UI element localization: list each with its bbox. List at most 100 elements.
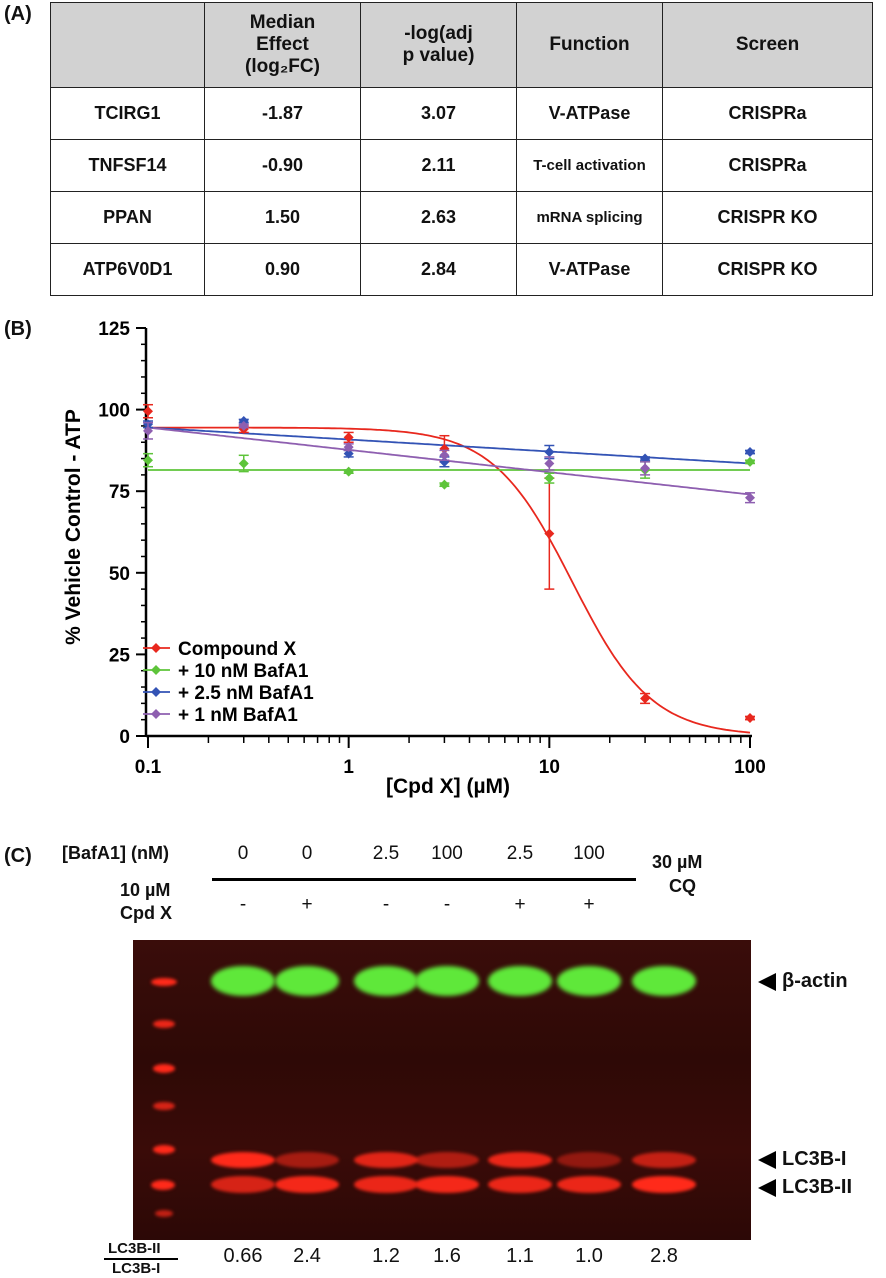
header-effect-line3: (log₂FC)	[245, 56, 320, 77]
data-point	[745, 456, 755, 467]
bafa1-value: 100	[573, 843, 605, 864]
cell-screen: CRISPR KO	[662, 191, 873, 244]
ratio-value: 1.0	[575, 1245, 603, 1267]
ladder-band	[153, 1102, 175, 1110]
legend-label: + 2.5 nM BafA1	[178, 683, 314, 704]
cell-pval: 3.07	[360, 87, 517, 140]
data-point	[143, 455, 153, 466]
ladder-band	[153, 1020, 175, 1028]
legend-marker	[151, 687, 161, 697]
cpdx-label-line2: Cpd X	[120, 903, 172, 923]
panel-a-label: (A)	[4, 3, 32, 25]
legend-marker	[151, 643, 161, 653]
y-tick-label: 0	[119, 727, 130, 748]
panel-c-label: (C)	[4, 845, 32, 867]
header-median-effect: Median Effect (log₂FC)	[204, 2, 361, 88]
ratio-value: 1.1	[506, 1245, 534, 1267]
table-header-row: Median Effect (log₂FC) -log(adj p value)…	[50, 2, 873, 88]
x-tick-label: 1	[343, 757, 354, 778]
actin-label: β-actin	[782, 970, 848, 992]
actin-band	[488, 966, 552, 996]
lc3b-i-band	[557, 1152, 621, 1168]
ladder-band	[153, 1064, 175, 1073]
data-point	[640, 463, 651, 474]
cell-pval: 2.84	[360, 243, 517, 296]
lc3b-i-band	[211, 1152, 275, 1168]
lc3b-i-band	[415, 1152, 479, 1168]
cell-gene: PPAN	[50, 191, 205, 244]
data-point	[439, 450, 450, 461]
cq-label-line2: CQ	[669, 876, 696, 896]
table-row: TNFSF14 -0.90 2.11 T-cell activation CRI…	[50, 139, 873, 192]
cpdx-value: -	[382, 894, 390, 915]
actin-band	[415, 966, 479, 996]
header-function: Function	[516, 2, 663, 88]
y-tick-label: 50	[109, 564, 130, 585]
legend-marker	[151, 709, 161, 719]
lc3b-i-band	[275, 1152, 339, 1168]
lc3b-ii-band	[632, 1176, 696, 1193]
header-screen: Screen	[662, 2, 873, 88]
cell-effect: -1.87	[204, 87, 361, 140]
chart-legend: Compound X+ 10 nM BafA1+ 2.5 nM BafA1+ 1…	[143, 639, 314, 726]
cpdx-value: -	[239, 894, 247, 915]
legend-label: Compound X	[178, 639, 297, 660]
chart-axes: 0 25 50 75 100 125 0.1 1 10 100	[98, 319, 766, 778]
data-point	[343, 448, 354, 459]
fit-curve	[147, 426, 751, 496]
cell-effect: 0.90	[204, 243, 361, 296]
cpdx-value: +	[583, 894, 595, 915]
panel-b-label: (B)	[4, 318, 32, 340]
cq-label-line1: 30 µM	[652, 852, 703, 872]
header-pvalue: -log(adj p value)	[360, 2, 517, 88]
bafa1-value: 0	[301, 843, 313, 864]
x-tick-label: 100	[734, 757, 766, 778]
actin-band	[275, 966, 339, 996]
data-point	[439, 479, 450, 490]
header-effect-line2: Effect	[256, 34, 309, 55]
bafa1-value: 2.5	[506, 843, 534, 864]
y-tick-label: 125	[98, 319, 130, 340]
data-point	[343, 466, 354, 477]
data-point	[640, 453, 651, 464]
ratio-denominator: LC3B-I	[112, 1260, 161, 1277]
data-point	[745, 447, 755, 458]
y-tick-label: 75	[109, 482, 131, 503]
cell-screen: CRISPR KO	[662, 243, 873, 296]
data-point	[343, 432, 354, 443]
x-tick-label: 10	[539, 757, 560, 778]
data-point	[745, 492, 755, 503]
lc3b-ii-label: LC3B-II	[782, 1176, 852, 1198]
legend-marker	[151, 665, 161, 675]
actin-band	[557, 966, 621, 996]
ladder-band	[151, 1180, 175, 1190]
bafa1-value: 100	[431, 843, 463, 864]
fit-curve	[147, 426, 751, 465]
legend-label: + 10 nM BafA1	[178, 661, 309, 682]
table-row: TCIRG1 -1.87 3.07 V-ATPase CRISPRa	[50, 87, 873, 140]
actin-band	[211, 966, 275, 996]
cpdx-value: -	[443, 894, 451, 915]
header-effect-line1: Median	[249, 12, 316, 33]
ladder-band	[155, 1210, 173, 1217]
ratio-numerator: LC3B-II	[108, 1240, 161, 1257]
cell-gene: TNFSF14	[50, 139, 205, 192]
dose-response-chart: 0 25 50 75 100 125 0.1 1 10 100 Compound X+ 10 nM…	[62, 319, 766, 798]
bafa1-value: 0	[237, 843, 249, 864]
cell-screen: CRISPRa	[662, 139, 873, 192]
data-point	[544, 458, 555, 469]
table-row: PPAN 1.50 2.63 mRNA splicing CRISPR KO	[50, 191, 873, 244]
x-axis-label: [Cpd X] (µM)	[386, 775, 510, 798]
ratio-value: 1.2	[372, 1245, 400, 1267]
header-pval-line1: -log(adj	[404, 23, 473, 44]
ratio-fraction-bar	[104, 1258, 178, 1260]
ladder-band	[153, 1145, 175, 1154]
data-point	[439, 443, 450, 454]
lc3b-i-label: LC3B-I	[782, 1148, 847, 1170]
data-points	[143, 403, 755, 724]
cell-function: V-ATPase	[516, 87, 663, 140]
ladder-band	[151, 978, 177, 986]
actin-arrow-icon	[758, 973, 776, 991]
lc3b-i-band	[488, 1152, 552, 1168]
cell-gene: ATP6V0D1	[50, 243, 205, 296]
